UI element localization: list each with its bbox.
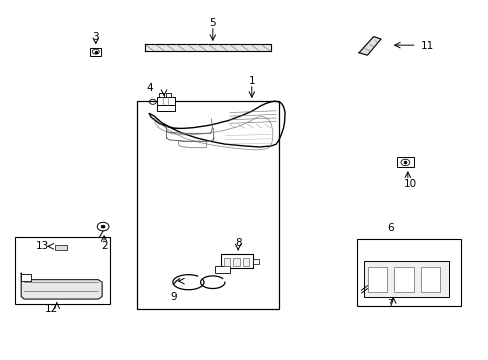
Bar [252, 258, 258, 264]
Text: 11: 11 [420, 41, 433, 50]
Polygon shape [358, 37, 380, 55]
Bar [393, 267, 413, 292]
Polygon shape [21, 273, 102, 299]
Text: 13: 13 [36, 241, 49, 251]
Bar [367, 267, 386, 292]
Bar [157, 105, 175, 111]
Bar [224, 258, 230, 266]
Text: 7: 7 [386, 299, 393, 309]
Text: 2: 2 [102, 241, 108, 251]
Bar [363, 261, 448, 297]
Bar [233, 258, 239, 266]
Bar [157, 97, 175, 105]
Bar [166, 93, 171, 97]
Bar [137, 101, 278, 309]
Bar [90, 48, 101, 55]
Bar [15, 237, 110, 304]
Text: 5: 5 [209, 18, 216, 28]
Circle shape [101, 225, 105, 228]
Text: 8: 8 [234, 238, 241, 248]
Text: 1: 1 [248, 76, 255, 86]
Text: 9: 9 [170, 292, 176, 302]
Bar [215, 266, 229, 273]
Bar [21, 274, 31, 281]
Text: 3: 3 [92, 32, 99, 41]
Bar [396, 157, 413, 167]
Bar [356, 239, 461, 306]
Text: 4: 4 [146, 83, 152, 93]
Bar [55, 244, 67, 250]
Text: 12: 12 [45, 304, 59, 314]
Bar [420, 267, 439, 292]
Text: 6: 6 [386, 224, 393, 233]
Bar [221, 254, 252, 268]
Text: 10: 10 [403, 179, 416, 189]
Bar [242, 258, 248, 266]
Bar [159, 93, 163, 97]
